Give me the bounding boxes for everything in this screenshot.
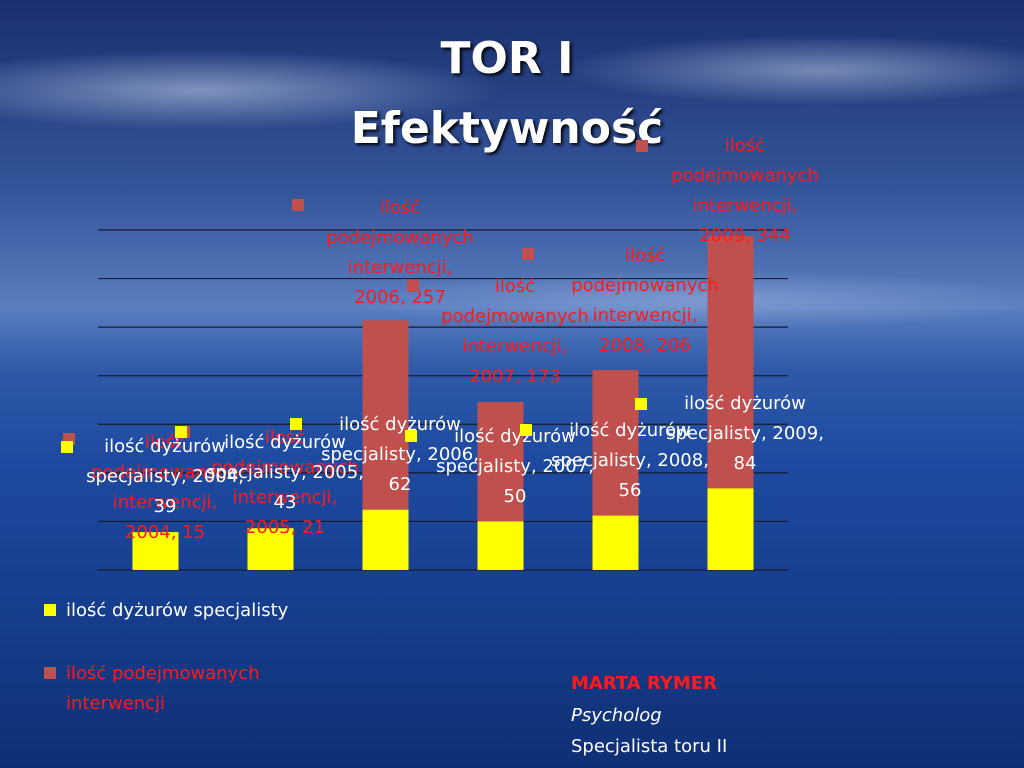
data-label: ilość dyżurów specjalisty, 2004, 39	[86, 436, 244, 517]
data-label: ilość dyżurów specjalisty, 2009, 84	[666, 393, 824, 474]
slide-title: Efektywność	[350, 103, 664, 154]
data-label: ilość podejmowanych interwencji, 2004, 1…	[91, 432, 239, 543]
data-label: ilość dyżurów specjalisty, 2008, 56	[551, 420, 709, 501]
label-marker	[407, 280, 419, 292]
data-label: ilość podejmowanych interwencji, 2008, 2…	[571, 245, 719, 356]
label-marker	[290, 418, 302, 430]
data-label: ilość dyżurów specjalisty, 2005, 43	[206, 432, 364, 513]
label-marker	[175, 426, 187, 438]
bar	[592, 515, 639, 570]
bar	[247, 528, 294, 570]
label-marker	[636, 140, 648, 152]
data-label: ilość podejmowanych interwencji, 2006, 2…	[326, 197, 474, 308]
label-marker	[635, 398, 647, 410]
label-marker	[520, 424, 532, 436]
data-label: ilość dyżurów specjalisty, 2007, 50	[436, 426, 594, 507]
legend-label: ilość dyżurów specjalisty	[66, 600, 289, 621]
label-marker	[61, 441, 73, 453]
legend-marker	[44, 604, 56, 616]
bar	[707, 488, 754, 570]
data-label: ilość podejmowanych interwencji, 2009, 3…	[671, 135, 819, 246]
author: MARTA RYMER	[571, 673, 717, 694]
slide-title: TOR I	[440, 33, 574, 84]
legend-marker	[44, 667, 56, 679]
data-label: ilość podejmowanych interwencji, 2005, 2…	[211, 427, 359, 538]
bar	[477, 521, 524, 570]
bar	[362, 509, 409, 570]
data-label: ilość dyżurów specjalisty, 2006, 62	[321, 414, 479, 495]
label-marker	[405, 430, 417, 442]
bar	[132, 532, 179, 570]
label-marker	[522, 248, 534, 260]
legend-label: ilość podejmowanych interwencji	[66, 663, 260, 714]
data-label: ilość podejmowanych interwencji, 2007, 1…	[441, 276, 589, 387]
position: Specjalista toru II	[571, 736, 728, 757]
label-marker	[292, 199, 304, 211]
role: Psycholog	[571, 705, 662, 726]
